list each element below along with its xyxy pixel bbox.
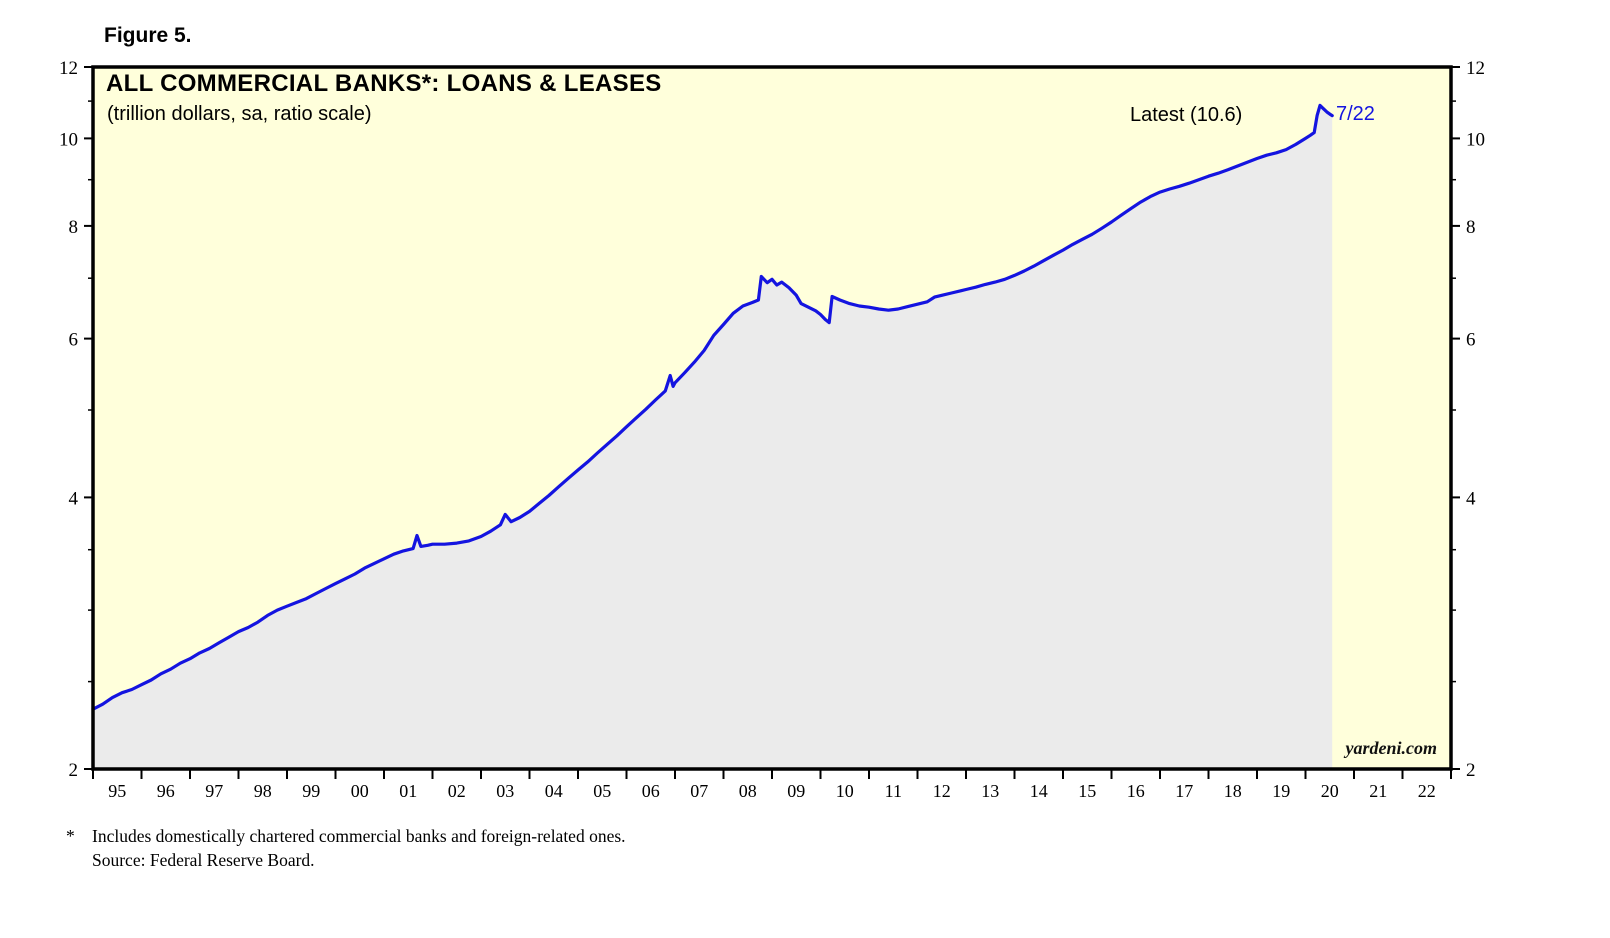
latest-value-label: Latest (10.6) [1130,104,1243,126]
x-axis-label: 09 [787,781,805,801]
x-axis-label: 10 [836,781,854,801]
x-axis-label: 04 [545,781,563,801]
x-axis-label: 19 [1272,781,1290,801]
x-axis-label: 08 [739,781,757,801]
x-axis-label: 95 [108,781,126,801]
y-axis-label-right: 4 [1466,488,1476,509]
x-axis-label: 06 [642,781,660,801]
chart-subtitle: (trillion dollars, sa, ratio scale) [107,103,372,125]
x-axis-label: 12 [933,781,951,801]
x-axis-label: 97 [205,781,223,801]
y-axis-label-left: 10 [59,129,78,150]
x-axis-label: 00 [351,781,369,801]
y-axis-label-left: 8 [69,217,79,238]
x-axis-label: 22 [1418,781,1436,801]
chart-title: ALL COMMERCIAL BANKS*: LOANS & LEASES [106,70,662,97]
x-axis-label: 15 [1078,781,1096,801]
x-axis-label: 05 [593,781,611,801]
footnote-source: Source: Federal Reserve Board. [92,850,315,870]
x-axis-label: 11 [885,781,902,801]
y-axis-label-left: 4 [69,488,79,509]
y-axis-label-right: 2 [1466,760,1476,781]
loans-leases-area [93,105,1333,769]
x-axis-label: 20 [1321,781,1339,801]
figure-label: Figure 5. [104,24,192,47]
watermark: yardeni.com [1345,738,1438,758]
x-axis-label: 14 [1030,781,1048,801]
x-axis-label: 17 [1175,781,1193,801]
y-axis-label-right: 12 [1466,58,1485,79]
x-axis-label: 21 [1369,781,1387,801]
loans-leases-line [91,103,1334,711]
y-axis-label-left: 2 [69,760,79,781]
footnote-marker: * [66,826,75,846]
x-axis-label: 98 [254,781,272,801]
y-axis-label-left: 6 [69,330,79,351]
x-axis-label: 96 [157,781,175,801]
y-axis-label-right: 10 [1466,129,1485,150]
x-axis-label: 01 [399,781,417,801]
y-axis-label-left: 12 [59,58,78,79]
footnote-text: Includes domestically chartered commerci… [92,826,626,846]
latest-date-label: 7/22 [1336,103,1375,125]
x-axis-label: 02 [448,781,466,801]
x-axis-label: 16 [1127,781,1145,801]
x-axis-label: 07 [690,781,708,801]
x-axis-label: 18 [1224,781,1242,801]
y-axis-label-right: 6 [1466,330,1476,351]
x-axis-label: 03 [496,781,514,801]
y-axis-label-right: 8 [1466,217,1476,238]
x-axis-label: 13 [981,781,999,801]
x-axis-label: 99 [302,781,320,801]
